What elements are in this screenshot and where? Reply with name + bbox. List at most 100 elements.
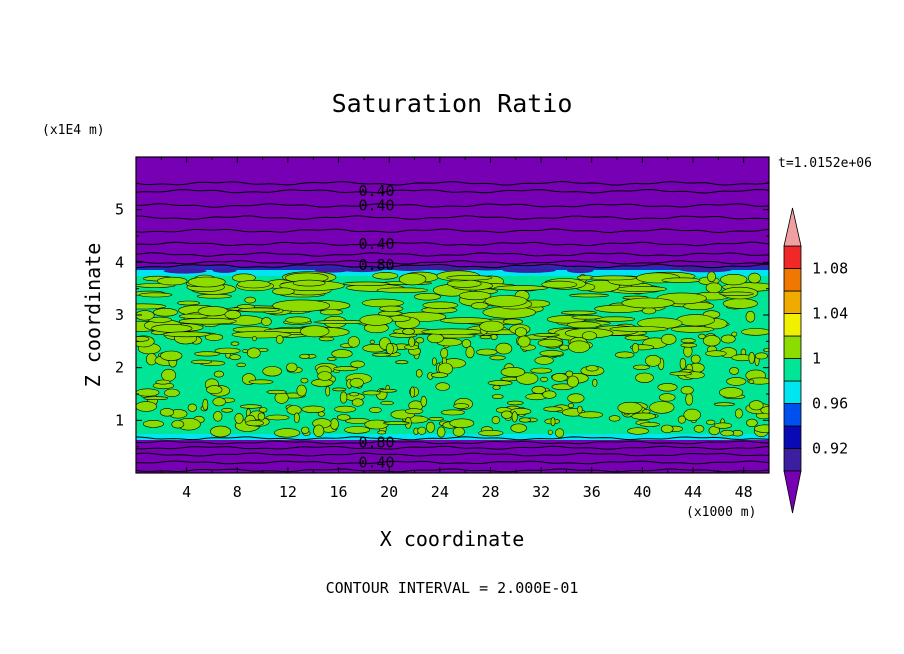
x-axis-ticks: 4 8 12 16 20 24 28 32 36 40 44 48	[160, 157, 753, 501]
moist-blob	[494, 285, 548, 291]
moist-blob	[257, 412, 266, 421]
moist-blob	[680, 338, 696, 344]
moist-blob	[514, 327, 528, 337]
moist-blob	[492, 384, 501, 390]
moist-blob	[196, 293, 232, 299]
moist-blob	[212, 397, 226, 407]
moist-blob	[748, 400, 764, 411]
moist-blob	[152, 308, 178, 317]
moist-blob	[178, 317, 237, 325]
moist-blob	[237, 280, 271, 289]
upper-contour-line	[136, 241, 769, 247]
contour-label: 0.40	[358, 197, 394, 215]
moist-blob	[229, 354, 241, 361]
moist-blob	[214, 347, 241, 354]
moist-blob	[398, 273, 427, 286]
moist-blob	[679, 357, 687, 370]
moist-blob	[204, 333, 224, 341]
moist-blob	[197, 306, 229, 317]
moist-blob	[262, 366, 283, 377]
moist-blob	[157, 276, 188, 286]
moist-blob	[487, 380, 513, 386]
colorbar-tick-label: 1.08	[812, 260, 848, 278]
moist-blob	[471, 302, 489, 310]
colorbar-segment	[783, 313, 802, 337]
moist-blob	[484, 295, 528, 307]
moist-blob	[372, 272, 399, 280]
moist-blob	[349, 377, 364, 388]
moist-blob	[313, 424, 325, 437]
moist-blob	[729, 367, 739, 375]
moist-blob	[705, 282, 723, 294]
moist-blob	[286, 362, 298, 373]
cloud-base-edge	[136, 434, 769, 440]
moist-blob	[408, 336, 416, 348]
moist-blob	[705, 419, 716, 425]
moist-blob	[657, 383, 678, 392]
moist-blob	[577, 405, 583, 414]
time-label: t=1.0152e+06	[778, 156, 872, 171]
colorbar-tick-label: 0.96	[812, 395, 848, 413]
moist-blob	[518, 417, 532, 423]
moist-blob	[440, 409, 466, 416]
moist-blob	[713, 402, 735, 407]
moist-blob	[569, 293, 610, 298]
moist-blob	[680, 386, 694, 395]
moist-blob	[707, 271, 716, 283]
moist-blob	[547, 429, 553, 435]
moist-blob	[344, 426, 371, 434]
colorbar-segment	[783, 425, 802, 449]
moist-blob	[458, 291, 492, 301]
upper-contour-line	[136, 188, 769, 194]
moist-blob	[369, 339, 375, 345]
moist-blob	[248, 379, 274, 385]
moist-blob	[542, 390, 557, 399]
y-tick-label: 5	[115, 201, 124, 219]
moist-blob	[206, 385, 223, 395]
moist-blob	[609, 326, 668, 332]
contour-label: 0.80	[358, 434, 394, 452]
moist-blob	[680, 342, 698, 348]
moist-blob	[616, 285, 667, 292]
moist-blob	[495, 342, 513, 355]
moist-blob	[683, 408, 701, 422]
moist-blob	[746, 418, 758, 428]
moist-blob	[608, 415, 621, 422]
moist-blob	[151, 324, 193, 333]
moist-blob	[720, 429, 735, 437]
moist-blob	[164, 388, 180, 398]
moist-blob	[210, 425, 232, 438]
lower-contour-line	[136, 440, 769, 445]
colorbar-segment	[783, 403, 802, 427]
moist-blob	[402, 328, 415, 335]
moist-blob	[741, 328, 769, 336]
upper-contour-line	[136, 263, 769, 269]
upper-contour-line	[136, 203, 769, 208]
chart-title: Saturation Ratio	[332, 89, 573, 118]
moist-blob	[539, 350, 564, 357]
lower-contour-line	[136, 452, 769, 457]
moist-blob	[631, 412, 657, 420]
x-tick-label: 4	[182, 483, 191, 501]
moist-blob	[163, 331, 211, 338]
moist-blob	[395, 360, 409, 365]
moist-blob	[383, 421, 410, 425]
moist-blob	[379, 388, 397, 393]
x-tick-label: 12	[279, 483, 297, 501]
moist-blob	[748, 351, 755, 364]
moist-blob	[698, 333, 706, 340]
inversion-patch	[169, 268, 193, 274]
moist-blob	[461, 339, 472, 348]
moist-blob	[555, 428, 565, 438]
y-tick-label: 4	[115, 253, 124, 271]
moist-blob	[236, 362, 246, 368]
moist-blob	[351, 398, 364, 407]
moist-blob	[565, 370, 574, 378]
moist-blob	[159, 408, 175, 417]
y-tick-label: 3	[115, 306, 124, 324]
inversion-patch	[390, 266, 430, 271]
moist-blob	[702, 335, 721, 347]
moist-blob	[500, 376, 519, 382]
moist-blob	[658, 393, 676, 402]
moist-blob	[479, 320, 505, 333]
